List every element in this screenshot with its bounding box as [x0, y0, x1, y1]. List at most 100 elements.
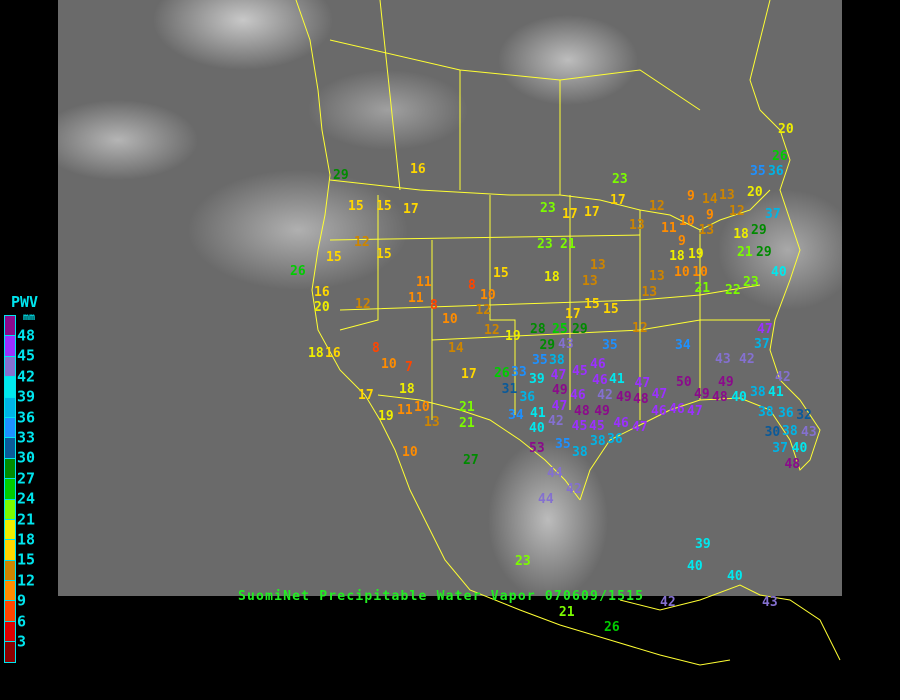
legend-label: 24	[17, 489, 36, 508]
station-pwv-value: 40	[727, 569, 743, 584]
station-pwv-value: 9	[706, 208, 714, 223]
station-pwv-value: 10	[674, 265, 690, 280]
station-pwv-value: 48	[633, 392, 649, 407]
station-pwv-value: 17	[584, 205, 600, 220]
station-pwv-value: 41	[768, 385, 784, 400]
station-pwv-value: 36	[768, 164, 784, 179]
station-pwv-value: 12	[475, 303, 492, 319]
station-pwv-value: 38	[549, 353, 565, 368]
legend-color-bin	[5, 519, 15, 541]
station-pwv-value: 31	[501, 381, 518, 397]
station-pwv-value: 15	[376, 247, 392, 262]
station-pwv-value: 43	[558, 337, 574, 352]
legend-label: 12	[17, 571, 36, 590]
station-pwv-value: 18	[669, 249, 685, 265]
station-pwv-value: 47	[757, 322, 773, 337]
station-pwv-value: 46	[592, 373, 608, 388]
station-pwv-value: 11	[416, 275, 432, 290]
station-pwv-value: 20	[747, 185, 763, 200]
station-pwv-value: 53	[529, 441, 545, 456]
legend-label: 33	[17, 428, 36, 447]
legend-color-bin	[5, 377, 15, 398]
legend-label: 3	[17, 632, 27, 651]
station-pwv-value: 19	[505, 329, 521, 344]
station-pwv-value: 11	[397, 403, 413, 418]
us-mexico-border	[377, 394, 581, 501]
station-pwv-value: 35	[532, 353, 548, 368]
station-pwv-value: 23	[743, 275, 759, 290]
station-pwv-value: 10	[679, 214, 695, 229]
station-pwv-value: 36	[519, 389, 536, 405]
station-pwv-value: 43	[801, 425, 817, 441]
station-pwv-value: 13	[719, 188, 735, 203]
station-pwv-value: 18	[308, 346, 324, 361]
station-pwv-value: 14	[702, 192, 718, 207]
station-pwv-value: 23	[537, 237, 553, 252]
station-pwv-value: 19	[378, 409, 394, 424]
station-pwv-value: 17	[565, 307, 581, 322]
station-pwv-value: 35	[555, 437, 571, 452]
station-pwv-value: 40	[771, 265, 787, 280]
station-pwv-value: 16	[314, 285, 330, 300]
station-pwv-value: 28	[530, 322, 546, 337]
station-pwv-value: 15	[348, 199, 364, 214]
station-pwv-value: 10	[692, 265, 708, 281]
station-pwv-value: 16	[325, 346, 341, 361]
station-pwv-value: 40	[529, 421, 545, 436]
station-pwv-value: 12	[355, 297, 371, 312]
station-pwv-value: 13	[590, 258, 606, 273]
station-pwv-value: 10	[480, 288, 496, 303]
station-pwv-value: 33	[511, 365, 527, 380]
station-pwv-value: 49	[616, 390, 632, 405]
station-pwv-value: 13	[424, 415, 440, 430]
station-pwv-value: 18	[399, 382, 415, 397]
yucatan-coastline	[619, 584, 841, 661]
station-pwv-value: 45	[571, 418, 588, 434]
station-pwv-value: 32	[796, 407, 812, 423]
station-pwv-value: 23	[515, 554, 531, 569]
station-pwv-value: 10	[414, 400, 430, 415]
station-pwv-value: 8	[372, 341, 380, 356]
pacific-coastline	[295, 0, 731, 666]
legend-color-bin	[5, 560, 15, 582]
station-pwv-value: 18	[733, 226, 749, 242]
station-pwv-value: 11	[408, 291, 424, 306]
legend-color-bin	[5, 417, 15, 439]
station-pwv-value: 37	[772, 440, 788, 456]
legend-color-bin	[5, 438, 15, 459]
station-pwv-value: 38	[758, 405, 774, 420]
station-pwv-value: 25	[552, 322, 568, 337]
station-pwv-value: 17	[358, 388, 374, 403]
province-border	[379, 0, 401, 191]
station-pwv-value: 43	[715, 352, 731, 367]
legend-color-bin	[5, 356, 15, 378]
legend-label: 42	[17, 367, 36, 386]
station-pwv-value: 48	[574, 403, 590, 419]
state-border	[329, 234, 641, 241]
station-pwv-value: 17	[610, 193, 626, 208]
station-pwv-value: 27	[463, 453, 479, 468]
station-pwv-value: 48	[712, 390, 728, 405]
station-pwv-value: 42	[548, 414, 564, 429]
legend-color-bin	[5, 316, 15, 337]
station-pwv-value: 47	[550, 368, 567, 383]
station-pwv-value: 42	[660, 595, 676, 610]
legend-label: 45	[17, 346, 36, 365]
station-pwv-value: 23	[540, 201, 556, 216]
station-pwv-value: 10	[442, 312, 458, 327]
station-pwv-value: 10	[381, 357, 397, 372]
station-pwv-value: 15	[603, 302, 619, 317]
station-pwv-value: 12	[354, 235, 370, 250]
station-pwv-value: 13	[641, 284, 658, 300]
station-pwv-value: 47	[687, 404, 703, 419]
legend-color-bin	[5, 540, 15, 561]
station-pwv-value: 19	[688, 247, 704, 262]
station-pwv-value: 15	[584, 297, 600, 312]
station-pwv-value: 7	[405, 360, 413, 375]
station-pwv-value: 34	[675, 338, 691, 353]
station-pwv-value: 26	[772, 149, 788, 164]
station-pwv-value: 46	[590, 357, 606, 372]
legend-color-bin	[5, 601, 15, 622]
